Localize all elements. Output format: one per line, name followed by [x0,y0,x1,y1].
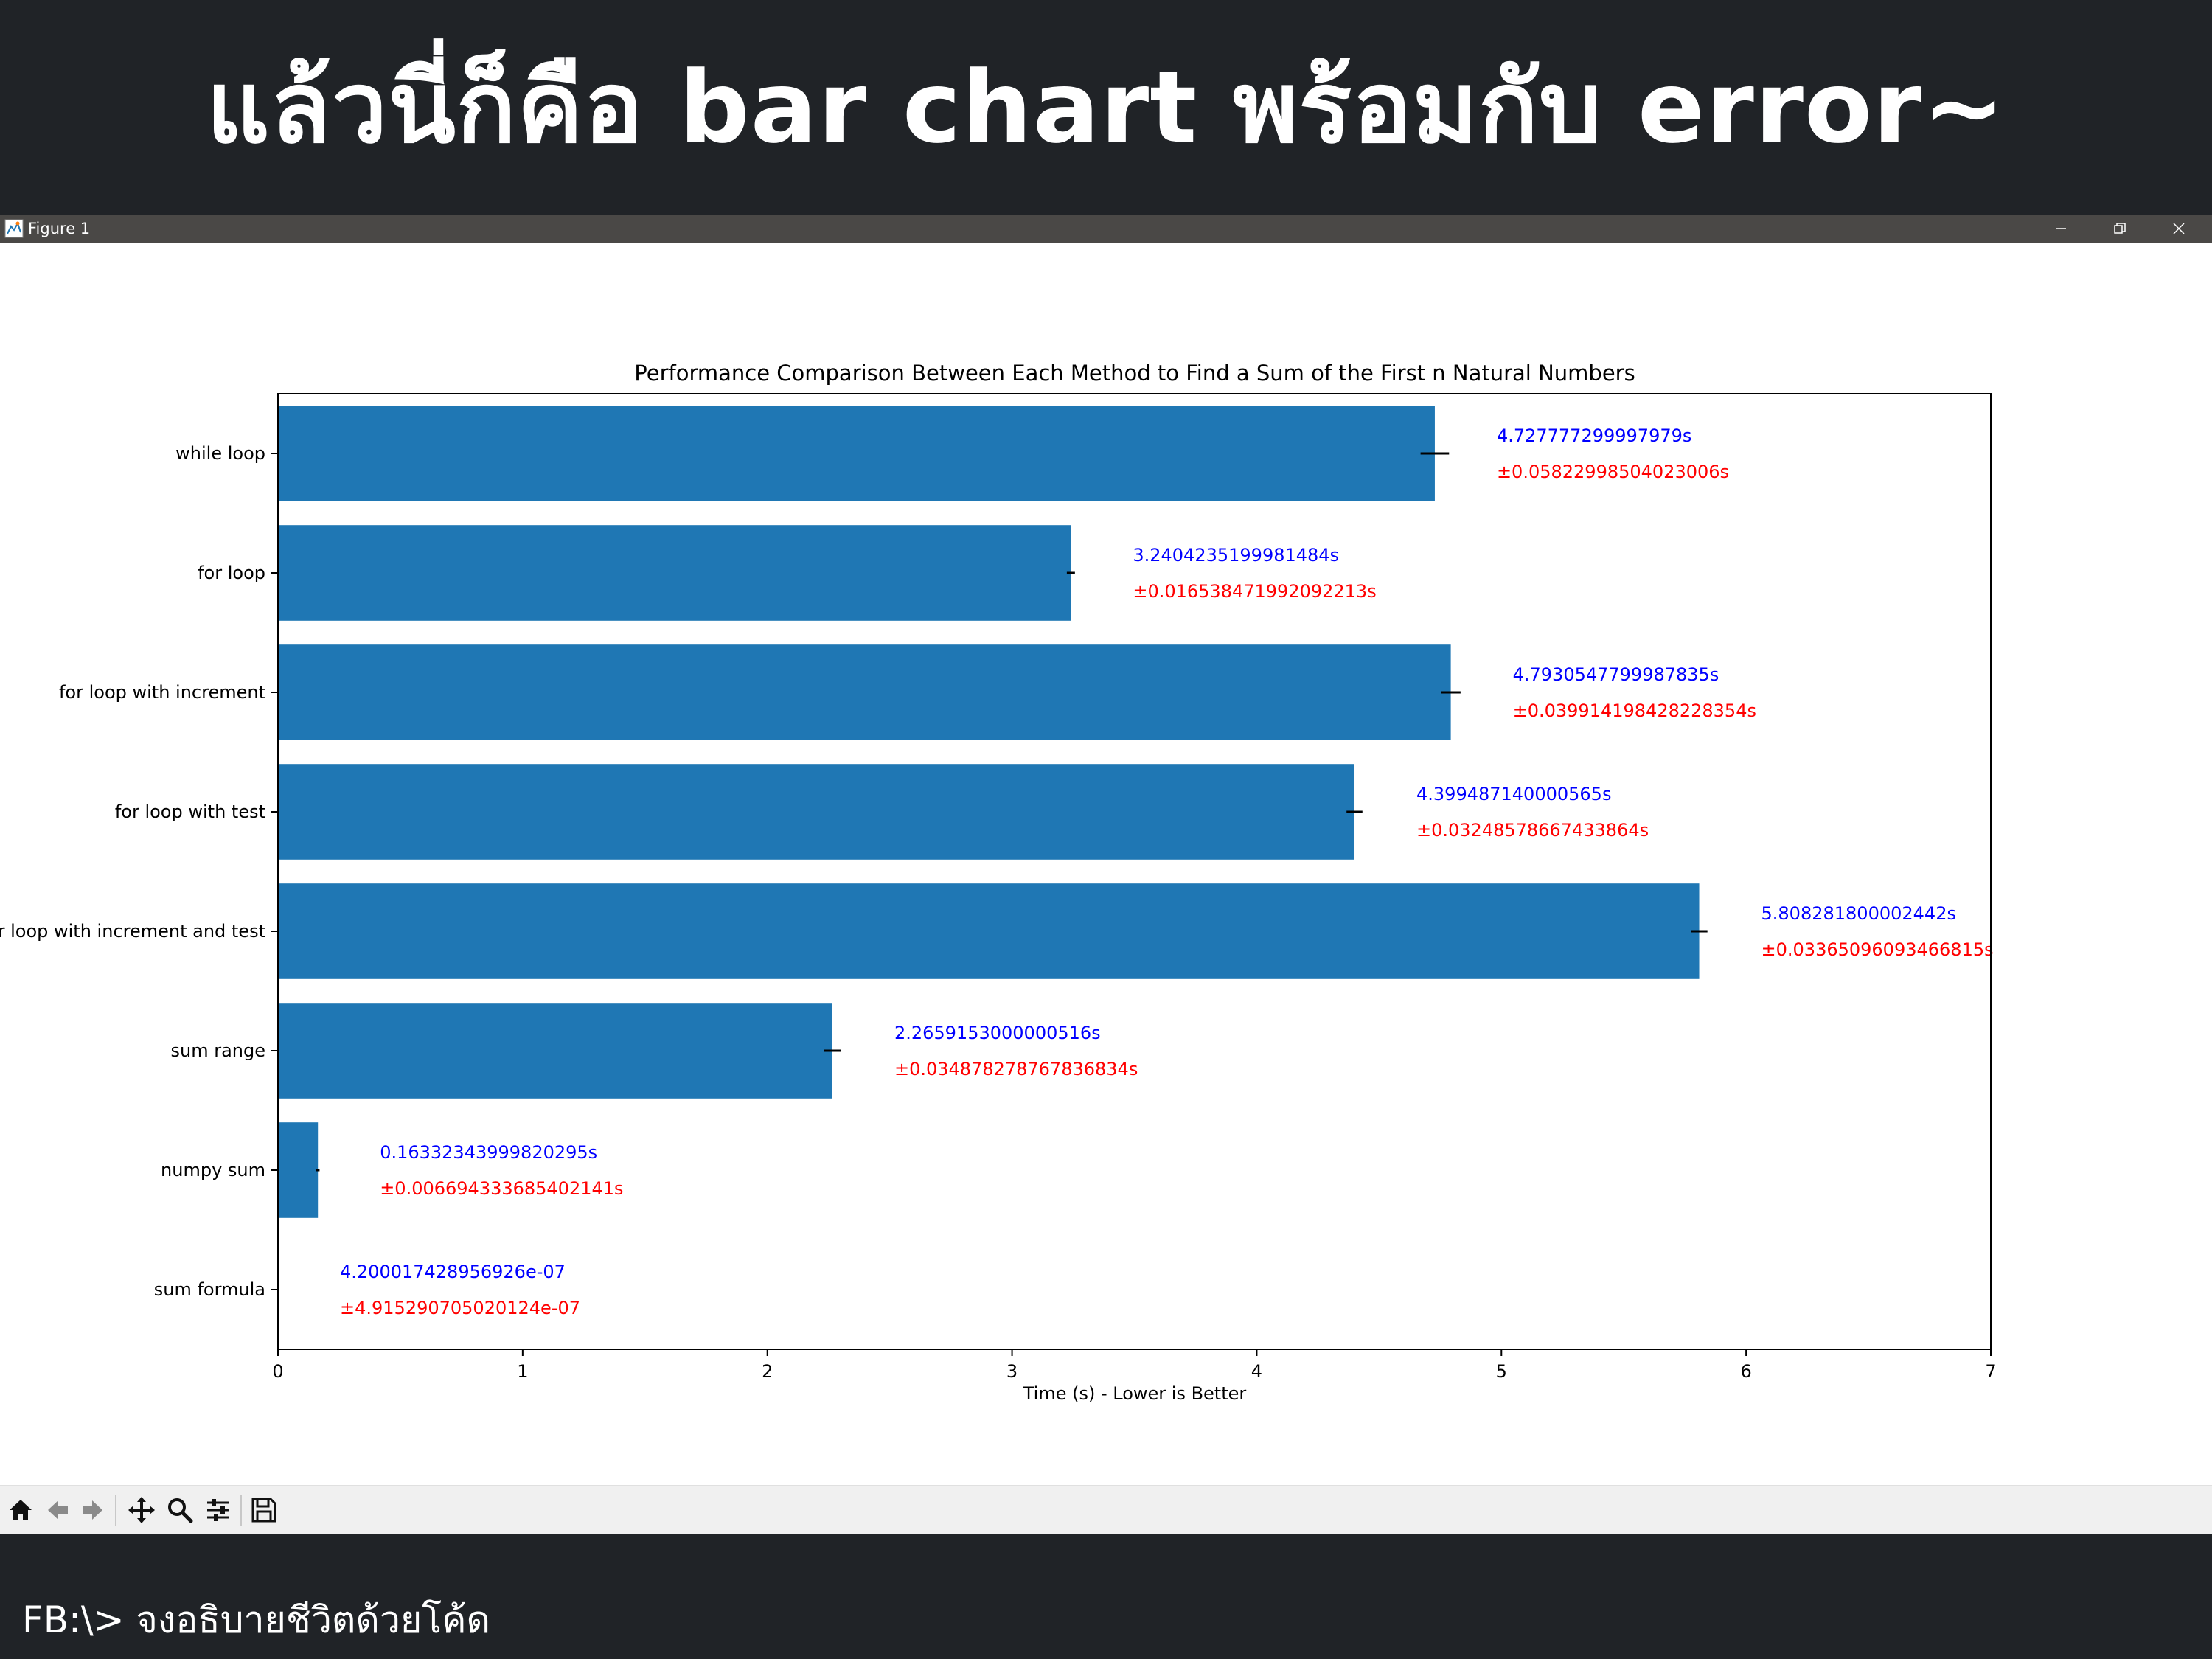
matplotlib-app-icon [4,219,24,238]
value-label: 3.2404235199981484s [1133,545,1339,566]
bar [278,764,1355,860]
restore-button[interactable] [2090,215,2149,243]
x-tick-label: 2 [762,1361,773,1382]
x-tick-label: 7 [1985,1361,1996,1382]
home-icon [10,1500,32,1520]
toolbar-separator [115,1495,116,1526]
x-tick-label: 5 [1496,1361,1507,1382]
save-button[interactable] [248,1494,280,1526]
value-label: 2.2659153000000516s [894,1023,1101,1043]
x-tick-label: 4 [1251,1361,1262,1382]
configure-subplots-button[interactable] [202,1494,234,1526]
x-tick-label: 0 [272,1361,283,1382]
x-tick-label: 1 [517,1361,528,1382]
plot-frame [277,393,1992,1350]
close-icon [2173,223,2185,234]
pan-button[interactable] [125,1494,158,1526]
y-tick-label: while loop [175,443,265,464]
y-tick-label: for loop with increment and test [0,921,265,942]
error-label: ±0.039914198428228354s [1513,700,1756,721]
error-label: ±0.03248578667433864s [1416,820,1649,841]
window-title: Figure 1 [28,220,91,237]
slide-title: แล้วนี่ก็คือ bar chart พร้อมกับ error~ [206,49,2006,165]
value-label: 4.727777299997979s [1497,425,1691,446]
axis-layer: while loop for loop for loop with incremen… [0,443,1997,1382]
error-label: ±0.05822998504023006s [1497,462,1729,482]
footer-credit: FB:\> จงอธิบายชีวิตด้วยโค้ด [22,1599,491,1641]
minimize-icon [2056,228,2066,229]
bars-layer: 4.727777299997979s ±0.05822998504023006s 3… [278,406,1994,1338]
window-titlebar[interactable]: Figure 1 [0,215,2212,243]
forward-button[interactable] [77,1494,109,1526]
x-tick-label: 6 [1741,1361,1752,1382]
bar [278,1003,832,1099]
restore-icon [2114,223,2126,234]
value-label: 4.399487140000565s [1416,784,1611,804]
error-label: ±4.915290705020124e-07 [340,1298,580,1318]
pan-icon [128,1497,155,1523]
y-tick-label: sum range [170,1040,265,1061]
x-axis-label: Time (s) - Lower is Better [1023,1383,1247,1404]
y-tick-label: numpy sum [161,1160,265,1180]
y-tick-label: for loop [198,563,265,583]
value-label: 5.808281800002442s [1761,903,1956,924]
x-tick-label: 3 [1006,1361,1018,1382]
y-tick-label: for loop with increment [59,682,265,703]
bar [278,406,1435,501]
y-tick-label: sum formula [154,1279,265,1300]
bar [278,644,1451,740]
close-button[interactable] [2149,215,2208,243]
value-label: 4.7930547799987835s [1513,664,1719,685]
error-label: ±0.034878278767836834s [894,1059,1138,1079]
bar [278,525,1071,621]
save-icon [251,1498,276,1523]
chart-title: Performance Comparison Between Each Meth… [634,361,1635,386]
zoom-button[interactable] [164,1494,196,1526]
value-label: 0.16332343999820295s [380,1142,597,1163]
bar-chart: Performance Comparison Between Each Meth… [0,361,1997,1404]
back-icon [48,1500,68,1520]
navigation-toolbar [0,1485,2212,1534]
value-label: 4.200017428956926e-07 [340,1262,566,1282]
zoom-icon [168,1498,193,1523]
y-tick-label: for loop with test [115,801,265,822]
figure-canvas[interactable]: Performance Comparison Between Each Meth… [0,243,2212,1485]
home-button[interactable] [4,1494,37,1526]
bar [278,1122,319,1218]
toolbar-separator [240,1495,242,1526]
error-label: ±0.006694333685402141s [380,1178,623,1199]
bar [278,883,1700,979]
error-label: ±0.016538471992092213s [1133,581,1376,602]
forward-icon [83,1500,102,1520]
minimize-button[interactable] [2031,215,2090,243]
configure-subplots-icon [207,1499,229,1521]
error-label: ±0.03365096093466815s [1761,939,1994,960]
back-button[interactable] [41,1494,74,1526]
